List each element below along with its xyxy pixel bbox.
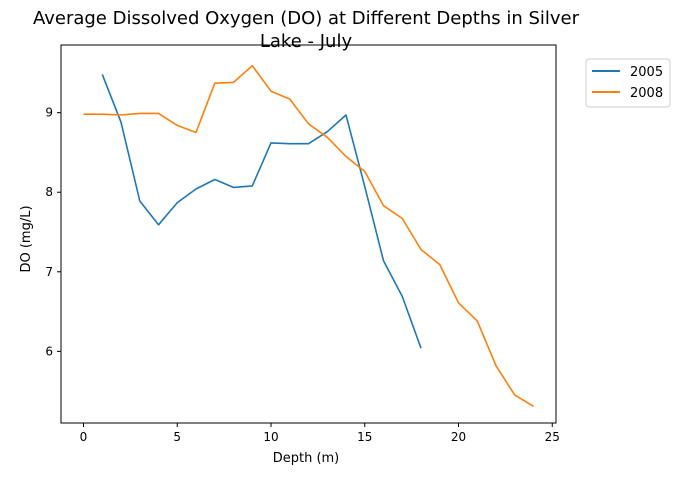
- series-line-2005: [101, 74, 422, 349]
- chart-title-line2: Lake - July: [260, 31, 353, 52]
- y-axis-label: DO (mg/L): [19, 205, 34, 272]
- y-axis-ticks: 6 7 8 9: [45, 106, 61, 358]
- x-tick-label: 5: [173, 430, 181, 444]
- x-tick-label: 15: [357, 430, 372, 444]
- plot-frame: [60, 44, 557, 424]
- x-tick-label: 10: [263, 430, 278, 444]
- chart-title-line1: Average Dissolved Oxygen (DO) at Differe…: [33, 8, 580, 29]
- y-tick-label: 7: [45, 265, 53, 279]
- legend-label-2008: 2008: [630, 86, 663, 101]
- x-axis-label: Depth (m): [273, 451, 340, 466]
- x-tick-label: 0: [80, 430, 88, 444]
- y-tick-label: 8: [45, 185, 53, 199]
- y-tick-label: 6: [45, 344, 53, 358]
- series-layer: [83, 64, 534, 407]
- y-tick-label: 9: [45, 106, 53, 120]
- x-tick-label: 20: [451, 430, 466, 444]
- legend: 2005 2008: [585, 58, 671, 108]
- legend-label-2005: 2005: [630, 65, 663, 80]
- x-tick-label: 25: [545, 430, 560, 444]
- x-axis-ticks: 0 5 10 15 20 25: [80, 423, 560, 444]
- series-line-2008: [83, 64, 534, 407]
